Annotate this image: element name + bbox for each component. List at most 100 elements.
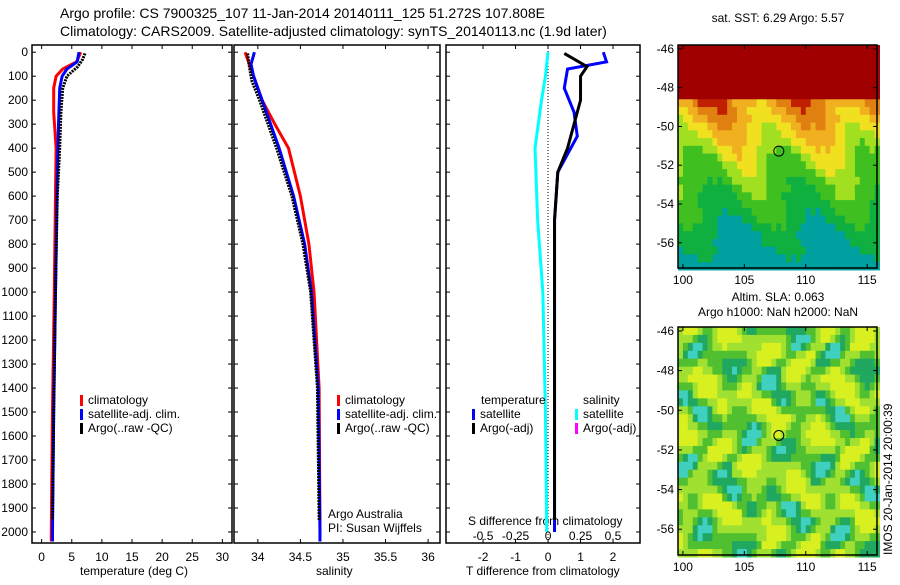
xtick-label: 110	[796, 560, 815, 574]
legend-label: satellite-adj. clim.	[345, 407, 437, 421]
ytick-label: 1500	[1, 405, 28, 419]
salinity-panel: 34 34.5 35 35.5 36 climatologysatellite-adj. …	[233, 44, 441, 564]
ytick-label: -56	[657, 522, 675, 536]
xtick-label: 105	[734, 273, 754, 287]
legend-title-salinity: salinity	[583, 393, 620, 407]
xtick-label: 35.5	[374, 550, 398, 564]
legend-label: satellite-adj. clim.	[88, 407, 180, 421]
ytick-label: 800	[8, 237, 28, 251]
xtick-label: 100	[673, 273, 693, 287]
legend-swatch	[337, 409, 340, 420]
xtick-label: 110	[796, 273, 815, 287]
ytick-label: 1600	[1, 429, 28, 443]
legend-label: Argo(..raw -QC)	[345, 421, 430, 435]
legend-swatch	[80, 423, 83, 434]
legend-label: satellite	[583, 407, 624, 421]
legend-swatch	[575, 423, 578, 434]
argo-position-marker	[773, 145, 785, 157]
title-line-1: Argo profile: CS 7900325_107 11-Jan-2014…	[60, 5, 545, 21]
legend-label: Argo(..raw -QC)	[88, 421, 173, 435]
xtick-label: 115	[858, 560, 877, 574]
series-satellite-adj-clim-	[50, 51, 81, 542]
ytick-label: 100	[8, 69, 28, 83]
xtick-label: 10	[95, 550, 109, 564]
xtick-label: 0	[545, 550, 552, 564]
x2tick-label: -0.5	[473, 529, 494, 543]
ytick-label: 1100	[2, 309, 28, 323]
x2tick-label: 0	[545, 529, 552, 543]
ytick-label: 1700	[1, 453, 28, 467]
ytick-label: -50	[657, 403, 675, 417]
legend-label: Argo(-adj)	[583, 421, 636, 435]
legend-label: climatology	[345, 393, 405, 407]
x2tick-label: 0.5	[605, 529, 622, 543]
xtick-label: 15	[125, 550, 139, 564]
legend-label: climatology	[88, 393, 148, 407]
x2tick-label: -0.25	[502, 529, 530, 543]
ytick-label: 600	[8, 189, 28, 203]
series-climatology	[243, 51, 322, 542]
xtick-label: 35	[336, 550, 350, 564]
sla-map-image	[678, 327, 880, 558]
plot-frame	[31, 44, 233, 544]
legend-swatch	[472, 409, 475, 420]
ytick-label: 700	[8, 213, 28, 227]
sst-map-image	[678, 45, 880, 271]
xtick-label: 36	[421, 550, 435, 564]
series-argo-raw-qc-	[246, 53, 321, 520]
legend-swatch	[80, 409, 83, 420]
ytick-label: -52	[657, 443, 675, 457]
ytick-label: -46	[657, 324, 675, 338]
differences-panel: -2 -1 0 1 2 -0.5 -0.25 0 0.25 0.5 temperature salin…	[445, 44, 641, 564]
ytick-label: 1000	[1, 285, 28, 299]
imos-timestamp: IMOS 20-Jan-2014 20:00:39	[881, 403, 895, 555]
plot-frame	[233, 44, 441, 544]
argo-australia-label: Argo Australia	[328, 507, 403, 521]
temperature-xlabel: temperature (deg C)	[80, 564, 188, 578]
map-frame	[677, 44, 878, 269]
xtick-label: 20	[155, 550, 169, 564]
plot-frame	[445, 44, 641, 544]
legend-title-temperature: temperature	[481, 393, 546, 407]
sst-map-title: sat. SST: 6.29 Argo: 5.57	[712, 11, 845, 25]
sst-map: 100 105 110 115 -46 -48 -50 -52 -54 -56	[657, 42, 880, 287]
x2tick-label: 0.25	[569, 529, 593, 543]
series-s-satellite	[533, 52, 550, 532]
temperature-panel: 0100200300400500600700800900100011001200…	[1, 44, 233, 564]
xtick-label: 25	[186, 550, 200, 564]
xtick-label: 100	[673, 560, 693, 574]
legend-swatch	[472, 423, 475, 434]
ytick-label: 1400	[1, 381, 28, 395]
ytick-label: -52	[657, 158, 675, 172]
ytick-label: 1900	[1, 501, 28, 515]
xtick-label: 34	[251, 550, 265, 564]
ytick-label: -46	[657, 42, 675, 56]
legend-swatch	[80, 395, 83, 406]
xtick-label: 5	[68, 550, 75, 564]
series-t-argo-adj-	[553, 52, 590, 520]
legend-swatch	[337, 423, 340, 434]
ytick-label: -56	[657, 236, 675, 250]
ytick-label: 1300	[1, 357, 28, 371]
ytick-label: -50	[657, 119, 675, 133]
xtick-label: 105	[734, 560, 754, 574]
ytick-label: 300	[8, 117, 28, 131]
ytick-label: 900	[8, 261, 28, 275]
ytick-label: 400	[8, 141, 28, 155]
argo-position-marker	[773, 429, 785, 441]
sla-map: 100 105 110 115 -46 -48 -50 -52 -54 -56	[657, 324, 880, 574]
map-frame	[677, 326, 878, 556]
xtick-label: 34.5	[289, 550, 313, 564]
legend-label: Argo(-adj)	[480, 421, 533, 435]
pi-label: PI: Susan Wijffels	[328, 521, 422, 535]
legend-swatch	[337, 395, 340, 406]
xtick-label: 1	[577, 550, 584, 564]
ytick-label: -54	[657, 483, 675, 497]
ytick-label: -54	[657, 197, 675, 211]
ytick-label: 0	[21, 45, 28, 59]
ytick-label: 1800	[1, 477, 28, 491]
xtick-label: 2	[610, 550, 617, 564]
xtick-label: -2	[478, 550, 489, 564]
sla-map-title: Altim. SLA: 0.063	[732, 290, 825, 304]
